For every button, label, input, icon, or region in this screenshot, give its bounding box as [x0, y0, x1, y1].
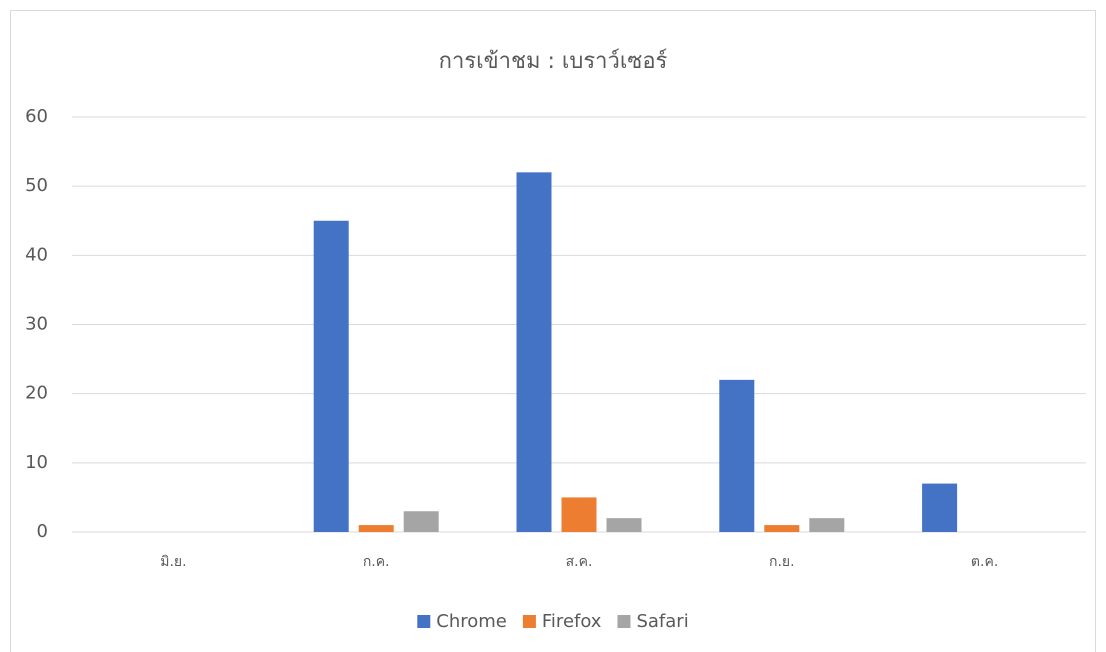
- legend-label: Firefox: [542, 611, 602, 632]
- y-tick-label: 0: [37, 521, 48, 542]
- bar: [809, 518, 845, 532]
- y-tick-label: 20: [25, 383, 48, 404]
- bar: [922, 483, 958, 532]
- legend-swatch: [522, 615, 536, 628]
- bar: [313, 220, 349, 532]
- bar: [561, 497, 597, 532]
- y-tick-label: 30: [25, 314, 48, 335]
- y-tick-label: 10: [25, 452, 48, 473]
- legend-label: Chrome: [436, 611, 507, 632]
- bar: [719, 379, 755, 532]
- bar: [358, 525, 394, 532]
- legend-swatch: [417, 615, 431, 628]
- x-tick-label: ก.ค.: [363, 554, 390, 570]
- bar: [403, 511, 439, 532]
- chart-title: การเข้าชม : เบราว์เซอร์: [439, 49, 668, 74]
- y-tick-label: 40: [25, 244, 48, 265]
- x-tick-label: มิ.ย.: [160, 554, 186, 570]
- legend-swatch: [617, 615, 631, 628]
- x-tick-label: ก.ย.: [769, 554, 795, 570]
- bar: [606, 518, 642, 532]
- bar: [516, 172, 552, 533]
- y-tick-label: 60: [25, 106, 48, 127]
- x-tick-label: ส.ค.: [566, 554, 593, 570]
- legend-label: Safari: [636, 611, 688, 632]
- bar: [764, 525, 800, 532]
- y-tick-label: 50: [25, 175, 48, 196]
- x-tick-label: ต.ค.: [971, 554, 998, 570]
